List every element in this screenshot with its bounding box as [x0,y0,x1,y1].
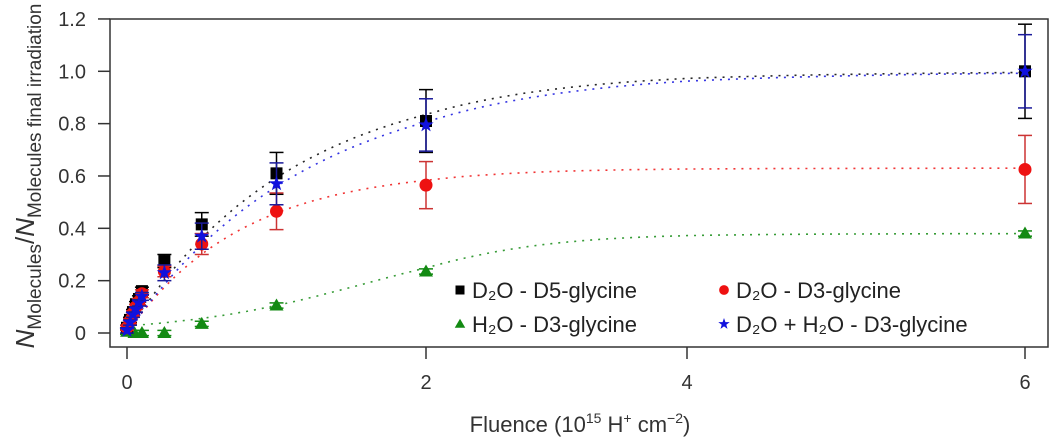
triangle-marker [157,326,172,338]
triangle-marker [134,326,149,338]
x-label-sup1: 15 [586,410,602,426]
triangle-marker [419,264,433,277]
star-marker [718,318,730,329]
y-tick-label: 0.8 [58,114,86,136]
x-tick-label: 2 [420,372,431,394]
fit-curve [126,232,1025,327]
star-marker [119,322,135,337]
triangle-marker [269,298,284,311]
square-marker [455,285,465,295]
x-tick-label: 0 [121,372,132,394]
x-axis: 0 2 4 6 [121,347,1031,394]
x-tick-label: 6 [1019,372,1030,394]
x-tick-label: 4 [681,372,692,394]
star-marker [268,175,285,191]
y-label-n2: N [10,218,40,237]
legend-item-d2o-d5: D₂O - D5-glycine [455,278,637,303]
star-marker [134,288,150,303]
legend-label: H₂O - D3-glycine [472,312,637,337]
y-label-n1: N [10,329,40,348]
y-tick-label: 0.4 [58,218,86,240]
triangle-marker [1018,226,1032,239]
circle-marker [1018,162,1032,176]
y-label-slash: / [10,236,40,244]
series-star [119,33,1033,337]
y-axis: 0 0.2 0.4 0.6 0.8 1.0 1.2 [58,9,110,345]
x-label-mid: H [601,412,623,437]
legend-item-h2o-d3: H₂O - D3-glycine [454,312,637,337]
legend-label: D₂O + H₂O - D3-glycine [736,312,968,337]
x-axis-label: Fluence (1015 H+ cm−2) [470,410,691,437]
plot-frame [109,18,1049,348]
y-tick-label: 0.2 [58,271,86,293]
triangle-marker [454,318,466,328]
y-tick-label: 1.2 [58,9,86,31]
fit-curve [126,72,1025,334]
fit-curve [126,167,1025,334]
star-marker [194,228,210,243]
legend-label: D₂O - D3-glycine [736,278,901,303]
x-label-mid2: cm [632,412,667,437]
circle-marker [419,178,433,192]
star-marker [418,116,434,132]
data-points [119,23,1033,338]
y-label-sub1: Molecules [25,244,46,330]
series-circle [120,134,1032,335]
square-marker [158,255,171,268]
legend: D₂O - D5-glycine D₂O - D3-glycine H₂O - … [454,278,968,337]
y-label-sub2: Molecules final irradiation [25,4,46,218]
legend-label: D₂O - D5-glycine [472,278,637,303]
legend-item-d2o-d3: D₂O - D3-glycine [719,278,901,303]
star-marker [156,264,172,280]
star-marker [1017,63,1033,78]
y-tick-label: 1.0 [58,61,86,83]
x-label-sup2: + [623,410,631,426]
x-label-main: Fluence (10 [470,412,586,437]
y-tick-label: 0.6 [58,166,86,188]
y-tick-label: 0 [75,323,86,345]
x-label-end: ) [683,412,690,437]
circle-marker [270,204,283,218]
star-marker [131,294,147,310]
legend-item-mixed-d3: D₂O + H₂O - D3-glycine [718,312,968,337]
triangle-marker [194,316,209,329]
circle-marker [719,285,729,295]
x-label-sup3: −2 [667,410,683,426]
y-axis-label: NMolecules/NMolecules final irradiation [10,4,46,349]
star-marker [122,314,138,329]
star-marker [128,301,144,316]
